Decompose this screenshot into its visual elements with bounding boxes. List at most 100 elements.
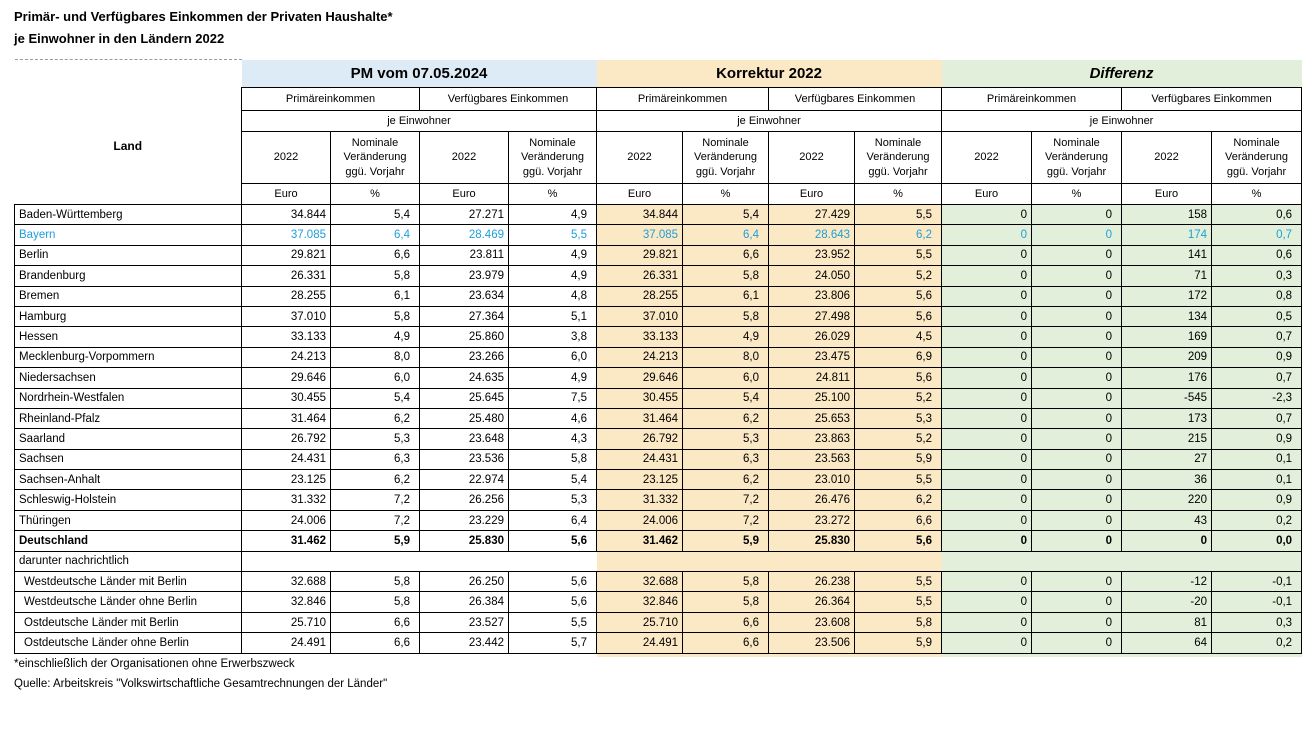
value-cell: 0,7 [1211, 367, 1303, 389]
table-body: Baden-Württemberg 34.844 5,4 27.271 4,9 34.84… [14, 203, 1303, 658]
value-cell: 169 [1121, 326, 1213, 348]
value-cell: 5,9 [854, 448, 943, 471]
value-cell: 25.830 [768, 530, 856, 552]
value-cell: 5,5 [854, 591, 943, 613]
value-cell: 24.050 [768, 265, 856, 287]
value-cell: 23.475 [768, 346, 856, 369]
table-row: Niedersachsen 29.646 6,0 24.635 4,9 29.646 6,0… [14, 367, 1303, 389]
page-title: Primär- und Verfügbares Einkommen der Pr… [14, 6, 393, 50]
value-cell: 0,3 [1211, 611, 1303, 634]
value-cell: 4,9 [330, 326, 420, 348]
subheader-nominale-veraenderung: Nominale Veränderung ggü. Vorjahr [507, 131, 598, 184]
value-cell: 0 [1031, 571, 1123, 593]
value-cell: 6,6 [682, 611, 770, 634]
row-land-label: Westdeutsche Länder ohne Berlin [14, 591, 242, 613]
value-cell: 25.645 [419, 387, 509, 409]
value-cell: 28.469 [419, 224, 509, 246]
value-cell: 33.133 [241, 326, 331, 348]
value-cell: 23.010 [768, 469, 856, 491]
value-cell: 23.442 [419, 632, 509, 654]
value-cell: 27.271 [419, 203, 509, 226]
value-cell: 7,2 [330, 509, 420, 532]
value-cell: 4,3 [507, 428, 598, 450]
value-cell: 24.006 [596, 509, 684, 532]
value-cell: 5,3 [854, 407, 943, 430]
value-cell: 26.331 [241, 265, 331, 287]
value-cell: 0,2 [1211, 509, 1303, 532]
value-cell: 26.256 [419, 489, 509, 511]
unit-euro: Euro [768, 183, 856, 205]
value-cell: 0,6 [1211, 244, 1303, 267]
value-cell: 6,6 [330, 611, 420, 634]
value-cell: 24.006 [241, 509, 331, 532]
value-cell: 4,9 [507, 265, 598, 287]
value-cell: 26.238 [768, 571, 856, 593]
table-underhang [14, 653, 1302, 658]
subheader-primaereinkommen: Primäreinkommen [241, 87, 420, 111]
unit-percent: % [507, 183, 598, 205]
value-cell: 5,5 [854, 571, 943, 593]
value-cell: 5,8 [854, 611, 943, 634]
value-cell: 31.332 [596, 489, 684, 511]
table-row: Thüringen 24.006 7,2 23.229 6,4 24.006 7,2 23.2… [14, 509, 1303, 532]
value-cell: 23.125 [241, 469, 331, 491]
row-land-label: Ostdeutsche Länder ohne Berlin [14, 632, 242, 654]
value-cell: 27.364 [419, 305, 509, 328]
value-cell: 5,6 [854, 530, 943, 552]
value-cell: 29.821 [596, 244, 684, 267]
subheader-year: 2022 [596, 131, 684, 184]
value-cell: 0,9 [1211, 346, 1303, 369]
value-cell: 31.464 [241, 407, 331, 430]
value-cell: 24.491 [241, 632, 331, 654]
footnotes: *einschließlich der Organisationen ohne … [14, 654, 387, 694]
table-row: Nordrhein-Westfalen 30.455 5,4 25.645 7,5 30.… [14, 387, 1303, 409]
table-row: Deutschland 31.462 5,9 25.830 5,6 31.462 5,9 25… [14, 530, 1303, 552]
value-cell: 5,8 [330, 265, 420, 287]
group-header-pm: PM vom 07.05.2024 [241, 59, 597, 88]
table-row: Mecklenburg-Vorpommern 24.213 8,0 23.266 6,0… [14, 346, 1303, 369]
row-land-label: Deutschland [14, 530, 242, 552]
value-cell: 0 [941, 611, 1033, 634]
value-cell: 0 [941, 509, 1033, 532]
row-land-label: Bayern [14, 224, 242, 246]
value-cell: 0 [941, 448, 1033, 471]
row-land-label: Westdeutsche Länder mit Berlin [14, 571, 242, 593]
value-cell: 27.429 [768, 203, 856, 226]
value-cell: 5,8 [682, 571, 770, 593]
row-land-label: Brandenburg [14, 265, 242, 287]
value-cell: 6,4 [330, 224, 420, 246]
value-cell: 26.476 [768, 489, 856, 511]
value-cell: 31.462 [596, 530, 684, 552]
value-cell: 23.125 [596, 469, 684, 491]
value-cell: 134 [1121, 305, 1213, 328]
value-cell: 0 [941, 326, 1033, 348]
value-cell: 31.464 [596, 407, 684, 430]
title-line-1: Primär- und Verfügbares Einkommen der Pr… [14, 9, 393, 24]
value-cell: 6,1 [682, 285, 770, 307]
value-cell: 0 [1031, 591, 1123, 613]
value-cell: 5,3 [682, 428, 770, 450]
unit-euro: Euro [596, 183, 684, 205]
value-cell: 0 [941, 203, 1033, 226]
value-cell: -12 [1121, 571, 1213, 593]
value-cell: 0 [941, 428, 1033, 450]
value-cell: 0 [941, 591, 1033, 613]
value-cell: 30.455 [596, 387, 684, 409]
value-cell: 5,5 [854, 244, 943, 267]
subheader-primaereinkommen: Primäreinkommen [596, 87, 770, 111]
value-cell: 32.846 [596, 591, 684, 613]
value-cell: 0,3 [1211, 265, 1303, 287]
table-row: Sachsen-Anhalt 23.125 6,2 22.974 5,4 23.125 6,… [14, 469, 1303, 491]
unit-euro: Euro [241, 183, 331, 205]
value-cell: 28.255 [241, 285, 331, 307]
value-cell: 81 [1121, 611, 1213, 634]
value-cell: 0 [941, 346, 1033, 369]
value-cell: 5,4 [330, 203, 420, 226]
income-type-header-row: Land Primäreinkommen Verfügbares Einkomm… [14, 87, 1303, 205]
value-cell: 6,6 [682, 244, 770, 267]
value-cell: 5,3 [330, 428, 420, 450]
row-land-label: Mecklenburg-Vorpommern [14, 346, 242, 369]
subheader-verfuegbares-einkommen: Verfügbares Einkommen [418, 87, 598, 111]
value-cell: -2,3 [1211, 387, 1303, 409]
value-cell: 0 [1031, 326, 1123, 348]
